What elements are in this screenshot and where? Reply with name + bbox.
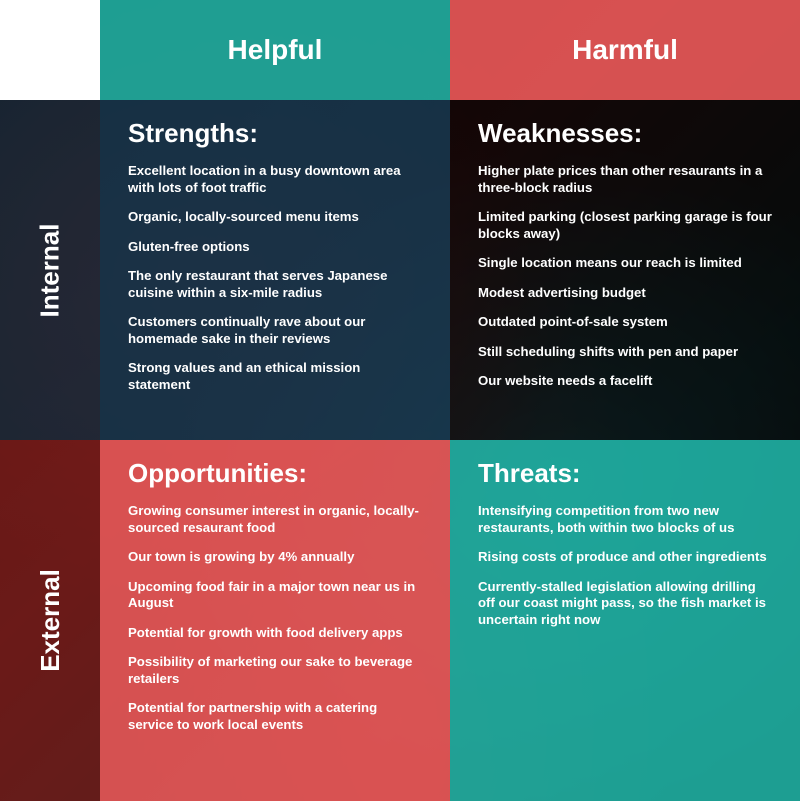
list-item: Possibility of marketing our sake to bev… [128,654,426,687]
column-headers: Helpful Harmful [0,0,800,100]
list-item: Single location means our reach is limit… [478,255,776,272]
list-item: Potential for partnership with a caterin… [128,700,426,733]
list-item: Rising costs of produce and other ingred… [478,549,776,566]
list-item: Excellent location in a busy downtown ar… [128,163,426,196]
list-item: Organic, locally-sourced menu items [128,209,426,226]
list-item: Higher plate prices than other resaurant… [478,163,776,196]
list-item: Customers continually rave about our hom… [128,314,426,347]
list-item: Potential for growth with food delivery … [128,625,426,642]
header-external: External [0,440,100,801]
header-harmful: Harmful [450,0,800,100]
header-internal: Internal [0,100,100,440]
corner-blank [0,0,100,100]
header-external-label: External [35,569,66,672]
list-item: Currently-stalled legislation allowing d… [478,579,776,629]
quadrant-weaknesses: Weaknesses: Higher plate prices than oth… [450,100,800,440]
list-item: Growing consumer interest in organic, lo… [128,503,426,536]
list-item: Intensifying competition from two new re… [478,503,776,536]
quadrant-strengths: Strengths: Excellent location in a busy … [100,100,450,440]
list-item: Strong values and an ethical mission sta… [128,360,426,393]
quadrant-threats: Threats: Intensifying competition from t… [450,440,800,801]
list-item: Upcoming food fair in a major town near … [128,579,426,612]
list-item: Our website needs a facelift [478,373,776,390]
list-item: Gluten-free options [128,239,426,256]
list-item: The only restaurant that serves Japanese… [128,268,426,301]
row-headers: Internal External [0,100,100,801]
threats-title: Threats: [478,458,776,489]
list-item: Still scheduling shifts with pen and pap… [478,344,776,361]
strengths-title: Strengths: [128,118,426,149]
header-harmful-label: Harmful [572,34,678,66]
header-internal-label: Internal [34,223,65,317]
list-item: Modest advertising budget [478,285,776,302]
header-helpful-label: Helpful [228,34,323,66]
list-item: Outdated point-of-sale system [478,314,776,331]
quadrant-opportunities: Opportunities: Growing consumer interest… [100,440,450,801]
list-item: Limited parking (closest parking garage … [478,209,776,242]
weaknesses-title: Weaknesses: [478,118,776,149]
list-item: Our town is growing by 4% annually [128,549,426,566]
opportunities-title: Opportunities: [128,458,426,489]
header-helpful: Helpful [100,0,450,100]
swot-matrix: Helpful Harmful Internal External Streng… [0,0,800,801]
